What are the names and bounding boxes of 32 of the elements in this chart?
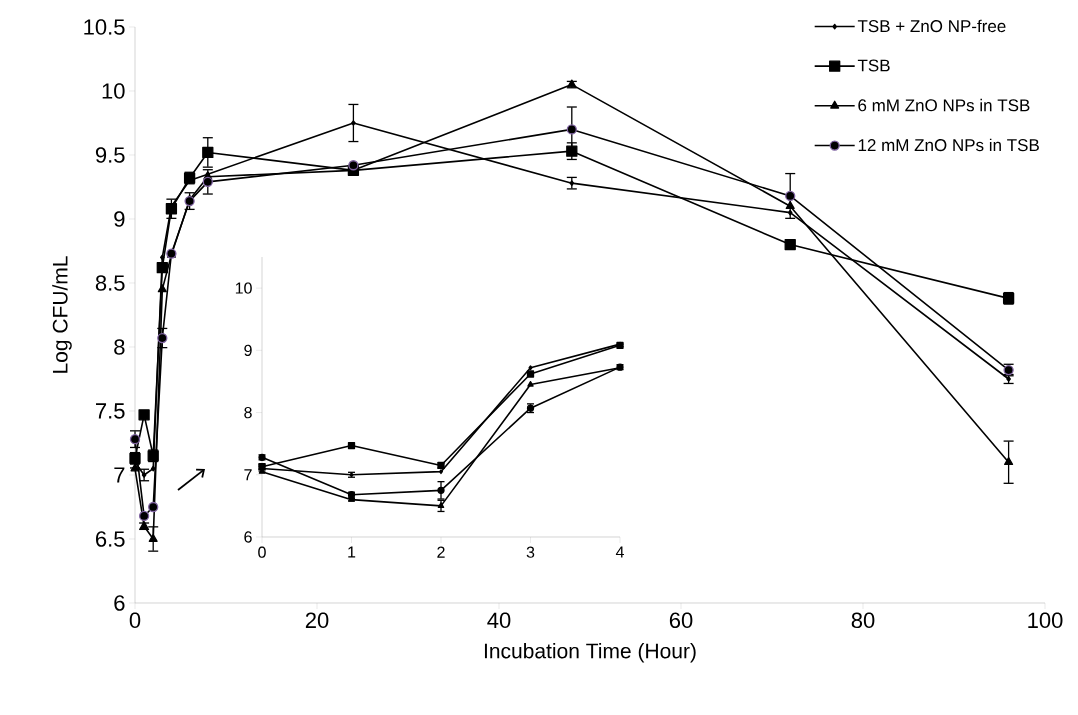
y-tick-label: 7	[244, 469, 252, 481]
legend-label: 6 mM ZnO NPs in TSB	[858, 98, 1030, 112]
x-axis-title: Incubation Time (Hour)	[484, 642, 696, 663]
x-tick-label: 3	[526, 546, 535, 558]
x-tick-label: 0	[258, 546, 266, 558]
x-tick-label: 40	[487, 612, 511, 629]
y-tick-label: 8.5	[95, 275, 125, 291]
x-tick-label: 4	[615, 546, 624, 558]
x-tick-label: 80	[851, 612, 875, 629]
y-tick-label: 9	[244, 344, 252, 356]
y-tick-label: 7.5	[96, 403, 125, 419]
x-tick-label: 2	[437, 546, 445, 558]
x-tick-label: 1	[348, 546, 356, 558]
y-tick-label: 10.5	[84, 19, 125, 35]
y-tick-label: 8	[114, 339, 125, 355]
x-tick-label: 20	[305, 612, 329, 629]
legend-label: TSB + ZnO NP-free	[857, 19, 1006, 33]
y-tick-label: 6.5	[96, 531, 125, 547]
y-tick-label: 6	[114, 595, 125, 611]
y-tick-label: 9.5	[95, 147, 125, 163]
y-axis-title: Log CFU/mL	[52, 256, 72, 373]
y-tick-label: 6	[244, 531, 252, 543]
y-tick-label: 7	[114, 467, 125, 483]
x-tick-label: 60	[669, 612, 693, 629]
legend-label: 12 mM ZnO NPs in TSB	[858, 138, 1039, 152]
y-tick-label: 8	[244, 406, 252, 419]
y-tick-label: 10	[102, 83, 125, 99]
y-tick-label: 10	[235, 282, 252, 294]
y-tick-label: 9	[114, 211, 125, 227]
legend-label: TSB	[857, 59, 890, 72]
x-tick-label: 0	[129, 612, 141, 629]
x-tick-label: 100	[1028, 612, 1063, 629]
